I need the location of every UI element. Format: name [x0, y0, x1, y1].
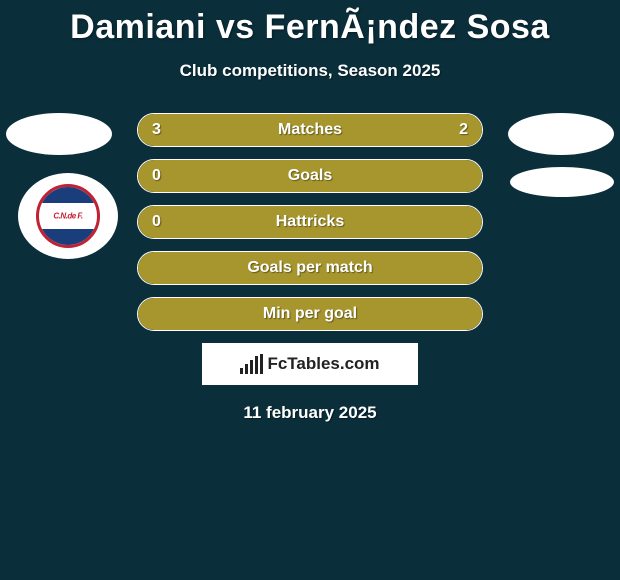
subtitle: Club competitions, Season 2025 — [0, 61, 620, 81]
stat-row: Min per goal — [137, 297, 483, 331]
brand-logo: FcTables.com — [202, 343, 418, 385]
stat-row: 3 2 Matches — [137, 113, 483, 147]
stat-row: 0 Goals — [137, 159, 483, 193]
stat-row: 0 Hattricks — [137, 205, 483, 239]
brand-text: FcTables.com — [267, 354, 379, 374]
stat-value-right: 2 — [459, 121, 468, 139]
stat-value-left: 0 — [152, 167, 161, 185]
date-text: 11 february 2025 — [0, 403, 620, 423]
bars-icon — [240, 354, 263, 374]
stat-rows: 3 2 Matches 0 Goals 0 Hattricks Goals per match… — [137, 113, 483, 331]
stat-label: Matches — [278, 121, 342, 139]
crest-text: C.N.de F. — [53, 212, 82, 221]
player-right-badge-placeholder — [508, 113, 614, 155]
stat-label: Hattricks — [276, 213, 344, 231]
stat-value-left: 3 — [152, 121, 161, 139]
page-title: Damiani vs FernÃ¡ndez Sosa — [0, 0, 620, 47]
stat-row: Goals per match — [137, 251, 483, 285]
stat-label: Min per goal — [263, 305, 357, 323]
stat-value-left: 0 — [152, 213, 161, 231]
club-crest: C.N.de F. — [18, 173, 118, 259]
stats-section: C.N.de F. 3 2 Matches 0 Goals 0 Hattricks Goals… — [0, 113, 620, 423]
stat-label: Goals per match — [247, 259, 372, 277]
player-right-badge-placeholder-2 — [510, 167, 614, 197]
stat-label: Goals — [288, 167, 332, 185]
player-left-badge-placeholder — [6, 113, 112, 155]
